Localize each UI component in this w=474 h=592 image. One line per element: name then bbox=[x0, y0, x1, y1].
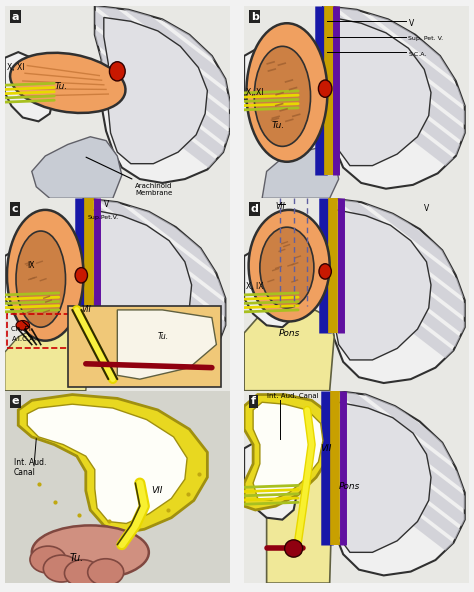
Text: S.C.A.: S.C.A. bbox=[409, 52, 427, 56]
Polygon shape bbox=[266, 410, 334, 583]
Text: Ch. Pl.: Ch. Pl. bbox=[11, 326, 34, 332]
Polygon shape bbox=[95, 6, 230, 183]
Polygon shape bbox=[244, 198, 469, 391]
Text: VII: VII bbox=[151, 486, 163, 496]
Text: Arachinoid
Membrane: Arachinoid Membrane bbox=[86, 157, 173, 196]
Polygon shape bbox=[253, 403, 323, 500]
Text: VII: VII bbox=[82, 305, 91, 314]
Text: Int. Aud.
Canal: Int. Aud. Canal bbox=[14, 458, 46, 477]
Text: Tu.: Tu. bbox=[158, 332, 169, 342]
Ellipse shape bbox=[30, 546, 66, 573]
Ellipse shape bbox=[109, 62, 125, 81]
Ellipse shape bbox=[10, 53, 126, 113]
Text: X, IX: X, IX bbox=[246, 282, 264, 291]
Text: VII: VII bbox=[276, 202, 285, 211]
Text: V: V bbox=[424, 204, 429, 213]
Polygon shape bbox=[117, 310, 216, 379]
Polygon shape bbox=[330, 391, 465, 575]
Text: a: a bbox=[11, 12, 19, 22]
Polygon shape bbox=[104, 17, 207, 163]
Polygon shape bbox=[83, 198, 225, 381]
Polygon shape bbox=[328, 198, 465, 383]
Ellipse shape bbox=[16, 320, 29, 330]
Ellipse shape bbox=[7, 210, 83, 340]
Polygon shape bbox=[5, 321, 90, 391]
Ellipse shape bbox=[246, 23, 328, 162]
Text: IX: IX bbox=[27, 261, 35, 270]
Text: A.I.C.A.: A.I.C.A. bbox=[11, 336, 36, 342]
Polygon shape bbox=[244, 394, 334, 510]
Polygon shape bbox=[5, 52, 54, 121]
Bar bbox=[7, 314, 70, 348]
Ellipse shape bbox=[88, 559, 124, 585]
Ellipse shape bbox=[43, 555, 79, 582]
Polygon shape bbox=[5, 249, 59, 327]
Text: VII: VII bbox=[320, 444, 332, 453]
Ellipse shape bbox=[254, 46, 310, 146]
Text: f: f bbox=[251, 397, 256, 407]
Ellipse shape bbox=[284, 540, 302, 557]
Text: Sup. Pet. V.: Sup. Pet. V. bbox=[409, 36, 444, 41]
Ellipse shape bbox=[319, 264, 331, 279]
Polygon shape bbox=[323, 6, 465, 189]
Text: V: V bbox=[409, 19, 414, 28]
Bar bbox=[68, 306, 221, 387]
Text: d: d bbox=[251, 204, 259, 214]
Text: X, XI: X, XI bbox=[246, 88, 264, 97]
Text: Sup.Pet.V.: Sup.Pet.V. bbox=[88, 215, 119, 220]
Text: Tu.: Tu. bbox=[55, 82, 68, 91]
Text: b: b bbox=[251, 12, 259, 22]
Polygon shape bbox=[334, 403, 431, 552]
Polygon shape bbox=[262, 148, 338, 198]
Polygon shape bbox=[332, 17, 431, 166]
Ellipse shape bbox=[248, 210, 329, 321]
Text: c: c bbox=[11, 204, 18, 214]
Polygon shape bbox=[244, 48, 298, 127]
Polygon shape bbox=[244, 6, 469, 198]
Polygon shape bbox=[334, 210, 431, 360]
Polygon shape bbox=[18, 394, 207, 533]
Text: e: e bbox=[11, 397, 19, 407]
Polygon shape bbox=[5, 391, 230, 583]
Text: Tu.: Tu. bbox=[271, 121, 284, 130]
Polygon shape bbox=[5, 198, 230, 391]
Polygon shape bbox=[32, 137, 122, 198]
Ellipse shape bbox=[32, 526, 149, 579]
Text: Pons: Pons bbox=[338, 482, 360, 491]
Text: X, XI: X, XI bbox=[7, 63, 25, 72]
Text: Tu.: Tu. bbox=[70, 553, 84, 563]
Polygon shape bbox=[244, 249, 298, 327]
Polygon shape bbox=[244, 391, 469, 583]
Ellipse shape bbox=[260, 227, 314, 308]
Polygon shape bbox=[27, 404, 187, 523]
Ellipse shape bbox=[64, 559, 100, 587]
Polygon shape bbox=[244, 306, 334, 391]
Ellipse shape bbox=[75, 268, 88, 283]
Polygon shape bbox=[244, 440, 298, 520]
Polygon shape bbox=[5, 6, 230, 198]
Ellipse shape bbox=[319, 80, 332, 97]
Text: Int. Aud. Canal: Int. Aud. Canal bbox=[266, 394, 318, 400]
Text: Pons: Pons bbox=[278, 329, 300, 337]
Text: V: V bbox=[104, 200, 109, 208]
Polygon shape bbox=[92, 210, 191, 358]
Ellipse shape bbox=[16, 231, 65, 327]
